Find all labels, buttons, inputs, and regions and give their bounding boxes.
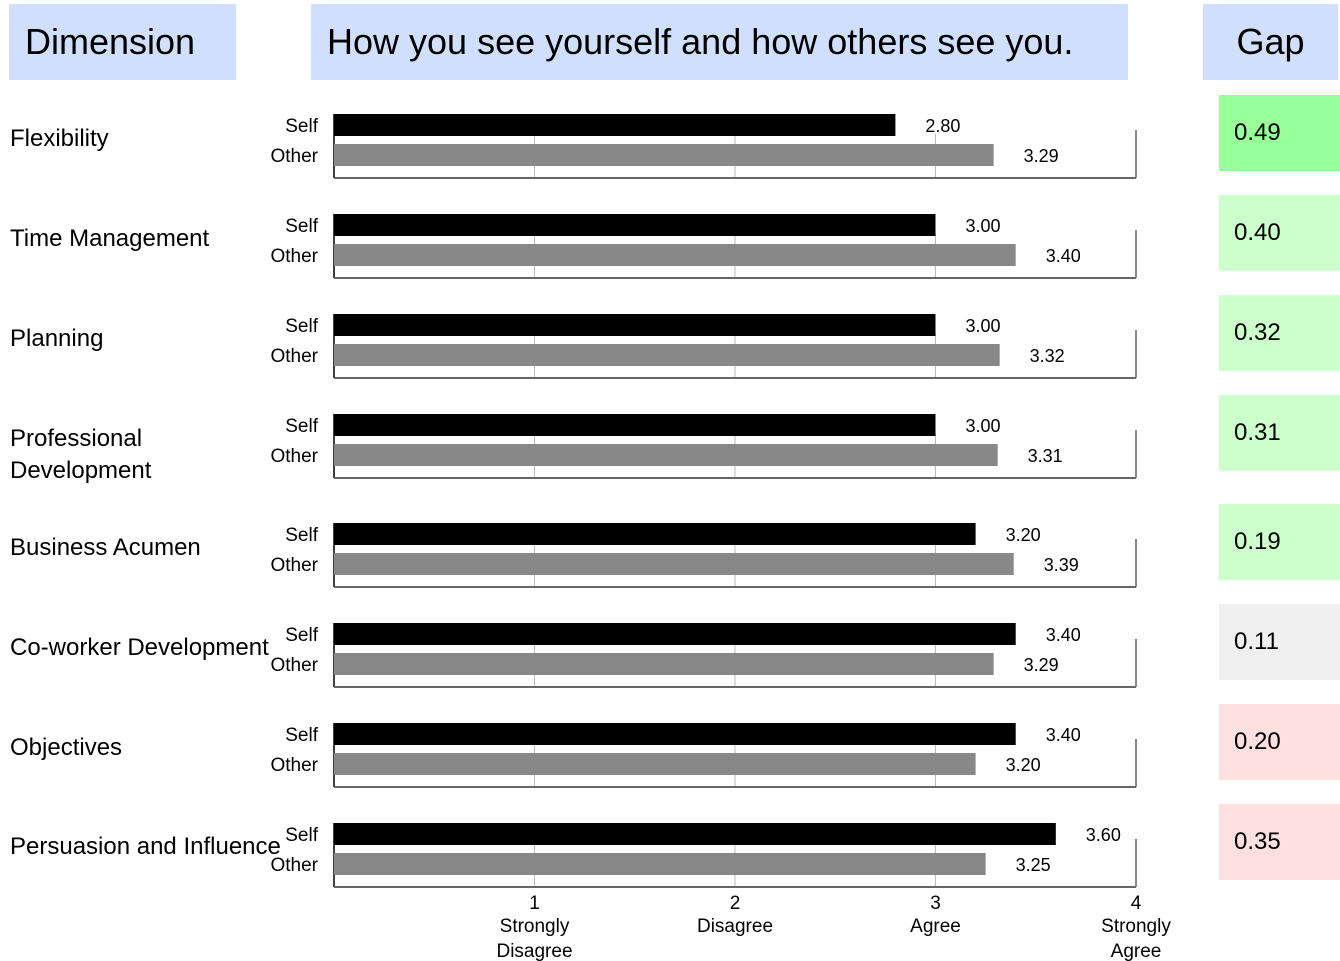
bar-self <box>334 623 1016 645</box>
bar-other <box>334 653 994 675</box>
series-label-self: Self <box>285 416 318 437</box>
data-label-other: 3.31 <box>1028 446 1063 466</box>
bar-other <box>334 344 1000 366</box>
x-tick-label: Disagree <box>496 941 572 961</box>
dimension-label: Business Acumen <box>10 534 201 561</box>
gap-value: 0.20 <box>1219 704 1340 780</box>
series-label-self: Self <box>285 216 318 237</box>
data-label-self: 3.00 <box>966 216 1001 236</box>
dimension-label: Professional Development <box>10 425 152 484</box>
data-label-other: 3.29 <box>1024 146 1059 166</box>
series-label-other: Other <box>270 346 318 367</box>
gap-value: 0.11 <box>1219 604 1340 680</box>
bar-other <box>334 444 998 466</box>
dimension-header-label: Dimension <box>25 21 196 62</box>
data-label-self: 2.80 <box>925 116 960 136</box>
data-label-other: 3.20 <box>1006 755 1041 775</box>
dimension-label: Co-worker Development <box>10 634 269 661</box>
series-label-self: Self <box>285 625 318 646</box>
data-label-other: 3.29 <box>1024 655 1059 675</box>
series-label-self: Self <box>285 116 318 137</box>
x-tick-number: 3 <box>930 893 941 914</box>
data-label-other: 3.39 <box>1044 555 1079 575</box>
dimension-header: Dimension <box>9 4 236 80</box>
bar-self <box>334 823 1056 845</box>
data-label-self: 3.00 <box>966 416 1001 436</box>
series-label-self: Self <box>285 316 318 337</box>
data-label-other: 3.25 <box>1016 855 1051 875</box>
chart-title: How you see yourself and how others see … <box>327 21 1074 62</box>
dimension-label: Flexibility <box>10 125 109 152</box>
chart-title-header: How you see yourself and how others see … <box>311 4 1128 80</box>
bar-self <box>334 723 1016 745</box>
x-tick-label: Agree <box>1111 941 1162 961</box>
gap-value: 0.19 <box>1219 504 1340 580</box>
gap-value: 0.31 <box>1219 395 1340 471</box>
data-label-other: 3.32 <box>1030 346 1065 366</box>
data-label-self: 3.00 <box>966 316 1001 336</box>
dimension-label: Persuasion and Influence <box>10 833 281 860</box>
x-tick-number: 4 <box>1131 893 1142 914</box>
series-label-other: Other <box>270 146 318 167</box>
bar-other <box>334 753 976 775</box>
x-tick-number: 2 <box>730 893 741 914</box>
dimension-label: Planning <box>10 325 104 352</box>
x-tick-label: Strongly <box>1101 916 1171 937</box>
x-tick-number: 1 <box>529 893 540 914</box>
x-tick-label: Agree <box>910 916 961 937</box>
data-label-self: 3.40 <box>1046 725 1081 745</box>
series-label-self: Self <box>285 525 318 546</box>
x-tick-label: Strongly <box>500 916 570 937</box>
series-label-self: Self <box>285 825 318 846</box>
dimension-label: Objectives <box>10 734 123 761</box>
bar-self <box>334 414 936 436</box>
dimension-label: Time Management <box>10 225 210 252</box>
bar-self <box>334 214 936 236</box>
bar-other <box>334 144 994 166</box>
series-label-other: Other <box>270 246 318 267</box>
data-label-other: 3.40 <box>1046 246 1081 266</box>
gap-header-label: Gap <box>1236 21 1305 62</box>
gap-value: 0.35 <box>1219 804 1340 880</box>
bar-other <box>334 853 986 875</box>
series-label-other: Other <box>270 855 318 876</box>
gap-value: 0.32 <box>1219 295 1340 371</box>
series-label-self: Self <box>285 725 318 746</box>
gap-header: Gap <box>1203 4 1338 80</box>
gap-value: 0.49 <box>1219 95 1340 171</box>
series-label-other: Other <box>270 655 318 676</box>
bar-self <box>334 314 936 336</box>
gap-value: 0.40 <box>1219 195 1340 271</box>
series-label-other: Other <box>270 755 318 776</box>
bar-other <box>334 244 1016 266</box>
bar-self <box>334 523 976 545</box>
data-label-self: 3.60 <box>1086 825 1121 845</box>
data-label-self: 3.40 <box>1046 625 1081 645</box>
series-label-other: Other <box>270 555 318 576</box>
series-label-other: Other <box>270 446 318 467</box>
x-tick-label: Disagree <box>697 916 773 937</box>
data-label-self: 3.20 <box>1006 525 1041 545</box>
bar-self <box>334 114 896 136</box>
bar-other <box>334 553 1014 575</box>
